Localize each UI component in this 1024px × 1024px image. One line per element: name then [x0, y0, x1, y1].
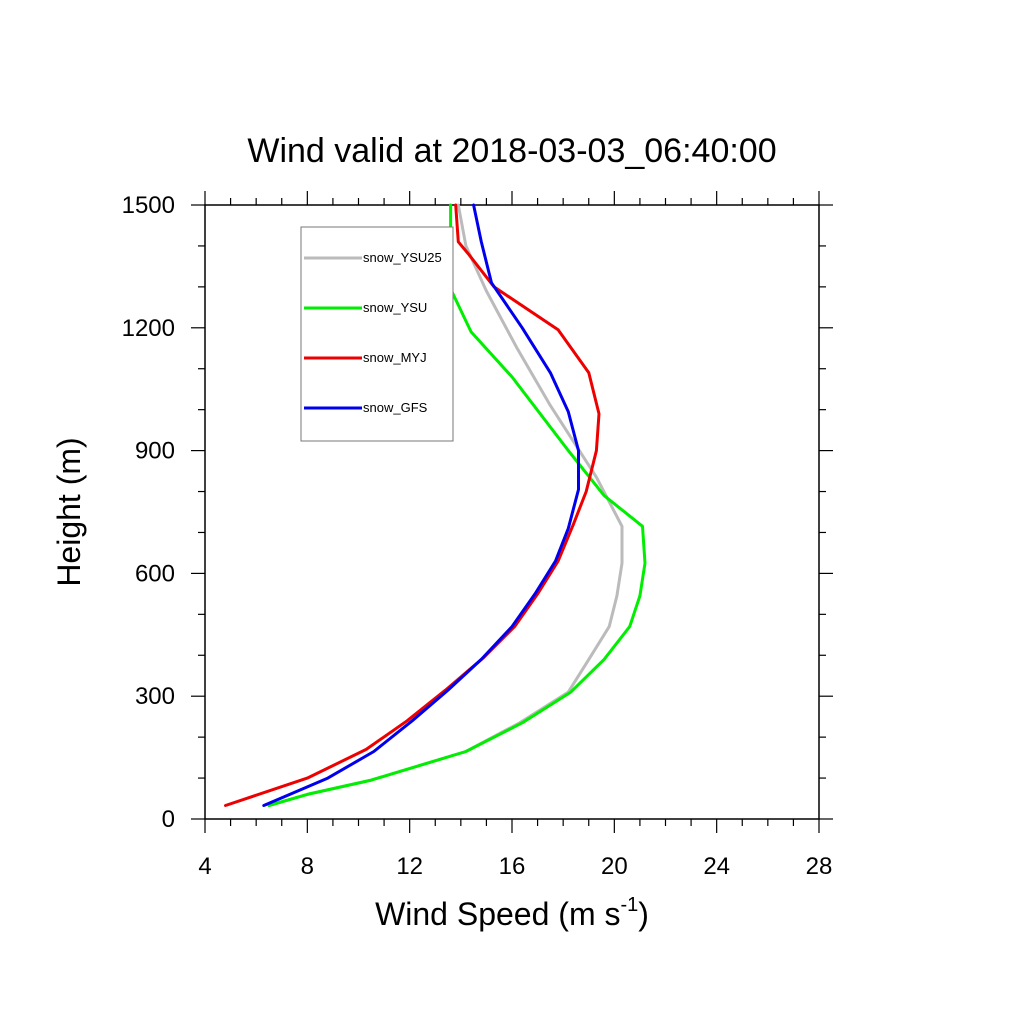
x-tick-label: 12 [396, 853, 423, 880]
chart-title: Wind valid at 2018-03-03_06:40:00 [247, 132, 776, 170]
legend: snow_YSU25 snow_YSU snow_MYJ snow_GFS [300, 226, 454, 442]
x-axis-label-sup: -1 [620, 894, 638, 916]
legend-label-snow_YSU25: snow_YSU25 [363, 250, 442, 265]
legend-label-snow_MYJ: snow_MYJ [363, 350, 427, 365]
x-tick-label: 24 [703, 853, 730, 880]
legend-label-snow_YSU: snow_YSU [363, 300, 427, 315]
legend-label-snow_GFS: snow_GFS [363, 400, 428, 415]
y-tick-label: 1500 [122, 192, 175, 219]
series-line-snow_YSU [267, 203, 647, 807]
y-tick-label: 900 [135, 438, 175, 465]
axis-tick-labels: 4 8 12 16 20 24 28 0 300 600 900 1200 1500 [122, 192, 833, 880]
series-line-snow_GFS [262, 203, 580, 807]
x-tick-label: 28 [806, 853, 833, 880]
x-axis-label-main: Wind Speed (m s [375, 896, 620, 932]
y-tick-label: 600 [135, 560, 175, 587]
x-tick-label: 20 [601, 853, 628, 880]
series-lines [224, 203, 647, 807]
x-tick-label: 8 [301, 853, 314, 880]
x-tick-label: 16 [499, 853, 526, 880]
y-tick-label: 300 [135, 683, 175, 710]
y-tick-label: 1200 [122, 315, 175, 342]
y-tick-label: 0 [162, 806, 175, 833]
axis-ticks [191, 191, 833, 833]
y-axis-label: Height (m) [51, 437, 87, 586]
x-axis-label-close: ) [638, 896, 649, 932]
x-axis-label: Wind Speed (m s-1) [375, 894, 649, 932]
x-tick-label: 4 [198, 853, 211, 880]
legend-box [300, 226, 454, 442]
